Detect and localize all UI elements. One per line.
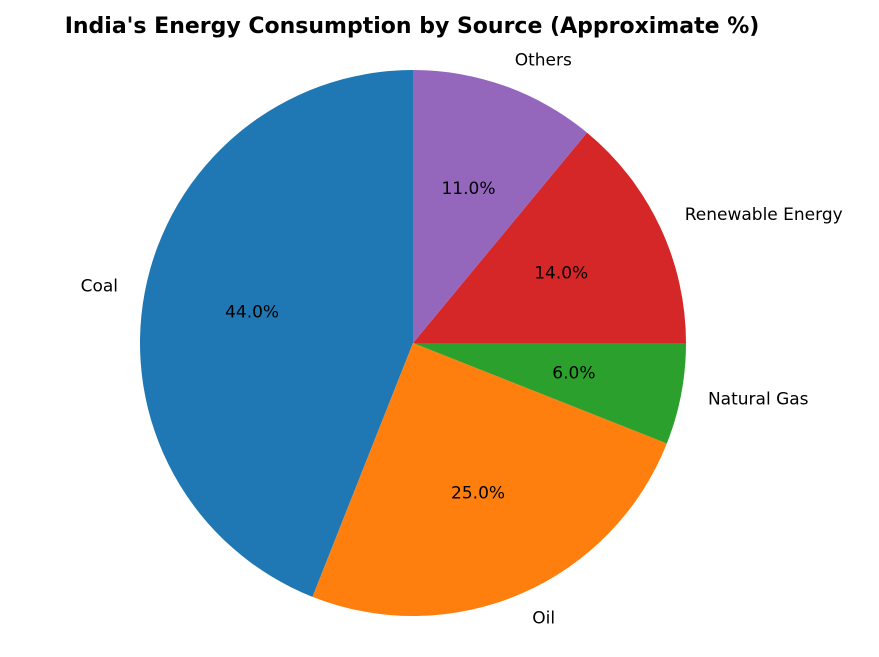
- slice-percent-label: 6.0%: [552, 364, 595, 384]
- pie-slice-renewable-energy: [413, 132, 686, 343]
- slice-category-label: Oil: [532, 609, 555, 629]
- pie-slice-coal: [139, 70, 413, 597]
- chart-title: India's Energy Consumption by Source (Ap…: [65, 14, 760, 39]
- pie-slice-natural-gas: [413, 343, 686, 444]
- slice-category-label: Coal: [81, 277, 118, 297]
- slice-category-label: Renewable Energy: [685, 205, 843, 225]
- slice-percent-label: 44.0%: [225, 302, 279, 322]
- slice-category-label: Natural Gas: [708, 389, 809, 409]
- slice-category-label: Others: [515, 50, 572, 70]
- pie-labels: 44.0% Coal 25.0% Oil 6.0% Natural Gas 14.0% Ren…: [81, 50, 843, 628]
- pie-slice-others: [413, 70, 588, 343]
- pie-slices: [139, 70, 686, 616]
- slice-percent-label: 11.0%: [441, 179, 495, 199]
- slice-percent-label: 14.0%: [534, 263, 588, 283]
- pie-slice-oil: [312, 343, 667, 616]
- slice-percent-label: 25.0%: [451, 483, 505, 503]
